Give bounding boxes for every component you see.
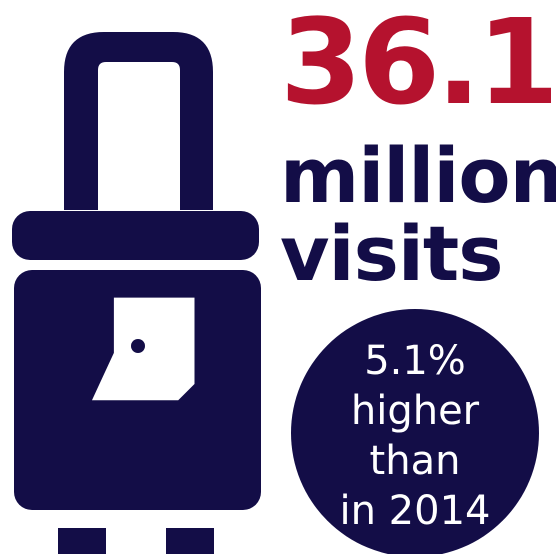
growth-badge [291,309,539,554]
headline-label: visits [280,209,503,298]
growth-word-than: than [369,438,461,484]
growth-percent: 5.1% [364,338,466,384]
luggage-tag-icon [91,297,195,401]
growth-badge-text: 5.1% higher than in 2014 [291,336,539,536]
headline-number: 36.1 [280,0,556,131]
growth-word-higher: higher [350,388,480,434]
growth-year: in 2014 [339,488,491,534]
headline-unit: million [280,131,556,220]
